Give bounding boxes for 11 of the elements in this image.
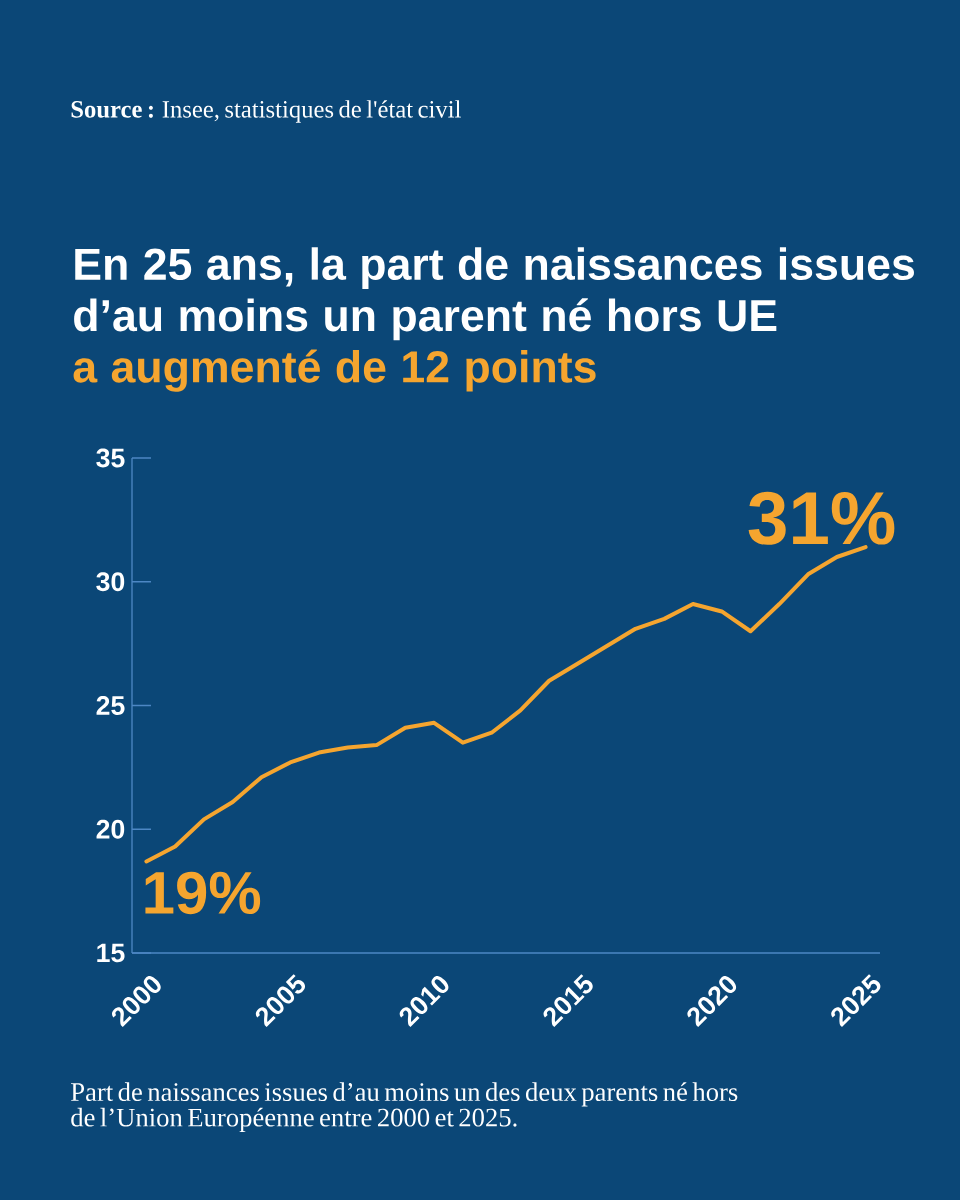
chart-title: En 25 ans, la part de naissances issues d’au moins un parent né hors UE bbox=[74, 247, 914, 341]
y-tick-label: 25 bbox=[96, 696, 125, 715]
annotation: 19% bbox=[145, 871, 261, 915]
y-tick-label: 35 bbox=[96, 448, 125, 468]
y-tick-label: 15 bbox=[97, 943, 125, 963]
annotation: 31% bbox=[748, 491, 895, 545]
y-tick-label: 20 bbox=[96, 819, 125, 839]
text: Source : Insee, statistiques de l'état civil bbox=[71, 100, 461, 123]
chart-subtitle: a augmenté de 12 points bbox=[73, 349, 596, 392]
text: Part de naissances issues d’au moins un des deux parents né hors de l’Union Européenne entre 2000 et 2025. bbox=[71, 1082, 738, 1133]
y-tick-label: 30 bbox=[96, 572, 125, 592]
